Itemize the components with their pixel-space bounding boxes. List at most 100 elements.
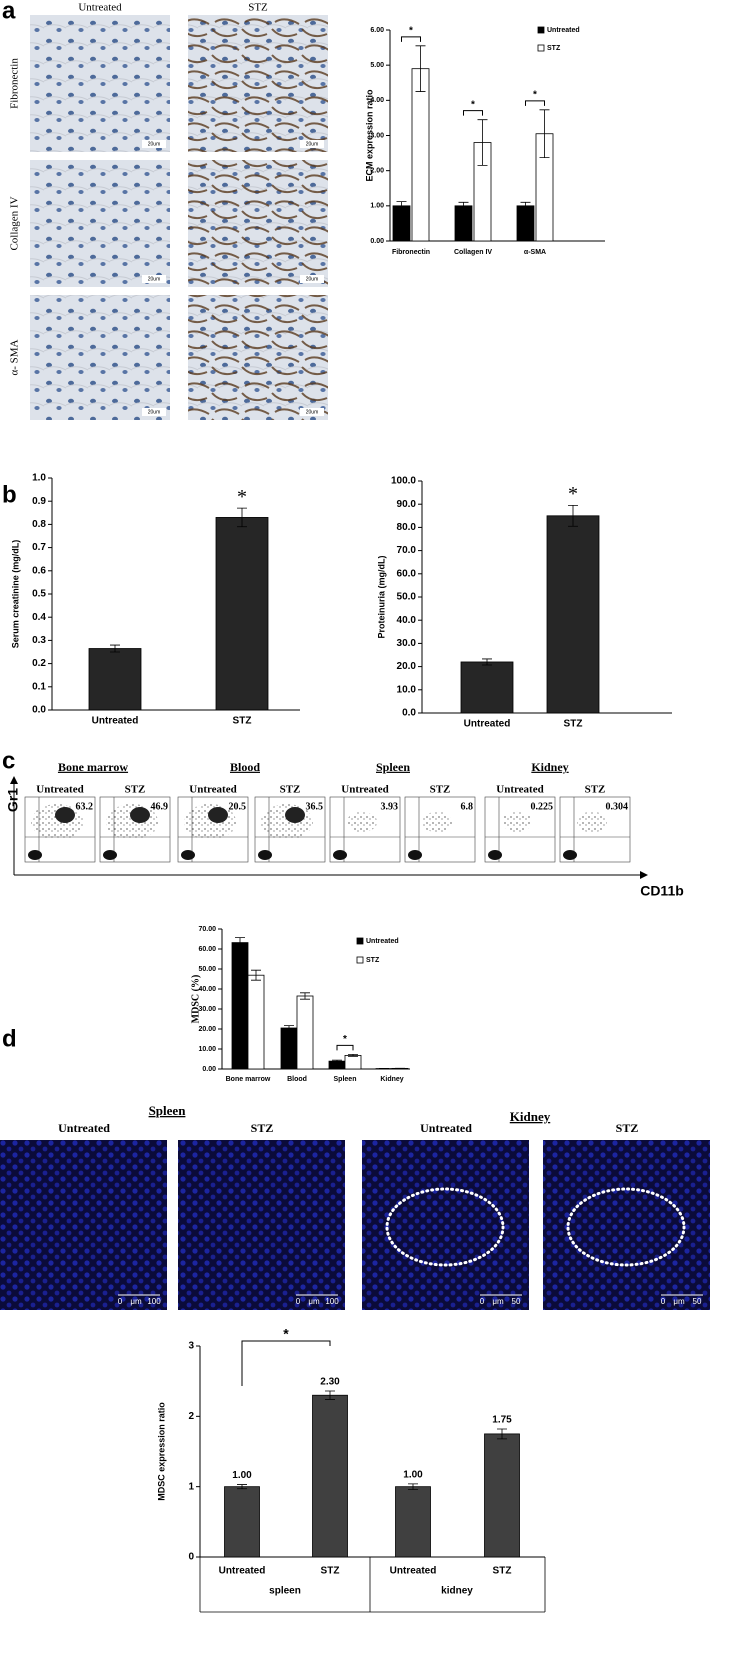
scale-label: 0	[296, 1297, 301, 1306]
value-label: 1.00	[403, 1469, 423, 1480]
legend-label: Untreated	[547, 27, 580, 34]
cell-cluster	[130, 807, 150, 823]
significance-label: *	[283, 1326, 289, 1342]
x-tick-label: Collagen IV	[454, 249, 492, 256]
condition-label: STZ	[616, 1121, 639, 1135]
scale-label: μm	[130, 1297, 142, 1306]
significance-bracket	[241, 1340, 331, 1387]
panel-label: c	[2, 747, 15, 774]
value-label: 1.75	[492, 1415, 512, 1426]
significance-label: *	[409, 25, 413, 36]
legend-swatch	[537, 26, 545, 34]
y-tick-label: 30.00	[198, 1006, 216, 1013]
group-label: Kidney	[531, 760, 568, 774]
y-tick-label: 20.0	[397, 661, 417, 672]
gate-percent: 0.304	[606, 801, 629, 812]
bar	[296, 995, 314, 1070]
y-tick-label: 50.00	[198, 966, 216, 973]
error-bar	[300, 992, 310, 1000]
scale-label: μm	[492, 1297, 504, 1306]
x-tick-label: Untreated	[390, 1566, 437, 1577]
condition-label: STZ	[280, 784, 301, 796]
bar	[411, 68, 430, 242]
micrograph	[30, 160, 170, 287]
value-label: 2.30	[320, 1377, 340, 1388]
condition-label: STZ	[430, 784, 451, 796]
error-bar	[477, 119, 488, 166]
error-bar	[237, 1484, 247, 1490]
bar	[454, 205, 473, 242]
x-tick-label: Spleen	[334, 1076, 357, 1083]
condition-label: Untreated	[420, 1121, 472, 1135]
y-tick-label: 0.1	[32, 681, 46, 692]
scale-label: 20um	[306, 141, 319, 147]
condition-label: STZ	[251, 1121, 274, 1135]
y-tick-label: 1.0	[32, 473, 46, 484]
x-tick-label: Untreated	[464, 719, 511, 730]
y-tick-label: 70.00	[198, 926, 216, 933]
significance-label: *	[343, 1034, 347, 1045]
arrow-head	[640, 871, 648, 879]
fluorescence-image	[362, 1140, 529, 1310]
y-tick-label: 100.0	[391, 476, 416, 487]
bar	[280, 1027, 298, 1070]
condition-label: Untreated	[496, 784, 543, 796]
significance-label: *	[533, 89, 537, 100]
gate-percent: 0.225	[531, 801, 554, 812]
fluorescence-image	[178, 1140, 345, 1310]
bar	[395, 1486, 431, 1558]
column-label: Untreated	[78, 2, 122, 14]
cell-cluster	[285, 807, 305, 823]
y-tick-label: 70.0	[397, 545, 417, 556]
cell-cloud	[422, 811, 452, 833]
cell-cloud	[347, 811, 377, 833]
x-tick-label: Fibronectin	[392, 249, 430, 256]
scale-box	[300, 408, 324, 416]
scale-label: μm	[673, 1297, 685, 1306]
error-bar	[235, 937, 245, 948]
condition-label: Untreated	[341, 784, 388, 796]
scale-label: 0	[118, 1297, 123, 1306]
significance-label: *	[471, 99, 475, 110]
y-tick-label: 20.00	[198, 1026, 216, 1033]
y-tick-label: 60.0	[397, 568, 417, 579]
y-tick-label: 0.5	[32, 589, 46, 600]
x-tick-label: Untreated	[219, 1566, 266, 1577]
y-tick-label: 2.00	[370, 168, 384, 175]
y-tick-label: 1.00	[370, 203, 384, 210]
gate-percent: 36.5	[306, 801, 324, 812]
y-tick-label: 0.9	[32, 496, 46, 507]
cell-cluster	[563, 850, 577, 860]
scale-label: 0	[480, 1297, 485, 1306]
y-tick-label: 5.00	[370, 62, 384, 69]
condition-label: Untreated	[58, 1121, 110, 1135]
y-tick-label: 6.00	[370, 27, 384, 34]
error-bar	[568, 504, 578, 527]
y-tick-label: 0.4	[32, 612, 46, 623]
error-bar	[539, 109, 550, 159]
scale-box	[300, 140, 324, 148]
scale-box	[142, 408, 166, 416]
scale-label: 100	[325, 1297, 339, 1306]
x-tick-label: Untreated	[92, 716, 139, 727]
bar	[392, 205, 411, 242]
scale-label: 20um	[148, 141, 161, 147]
y-tick-label: 40.0	[397, 615, 417, 626]
y-tick-label: 0.8	[32, 519, 46, 530]
error-bar	[237, 507, 247, 528]
region-outline	[566, 1187, 686, 1267]
condition-label: Untreated	[36, 784, 83, 796]
row-label: α- SMA	[9, 339, 21, 375]
cell-cluster	[408, 850, 422, 860]
legend-swatch	[356, 937, 364, 945]
y-axis-label: MDSC expression ratio	[156, 1402, 166, 1501]
scale-label: 20um	[148, 276, 161, 282]
y-tick-label: 40.00	[198, 986, 216, 993]
y-tick-label: 0	[188, 1552, 194, 1563]
scale-box	[142, 140, 166, 148]
y-tick-label: 0.00	[202, 1066, 216, 1073]
micrograph	[30, 15, 170, 152]
condition-label: STZ	[125, 784, 146, 796]
x-axis-label: CD11b	[640, 883, 684, 899]
significance-bracket	[401, 36, 421, 42]
